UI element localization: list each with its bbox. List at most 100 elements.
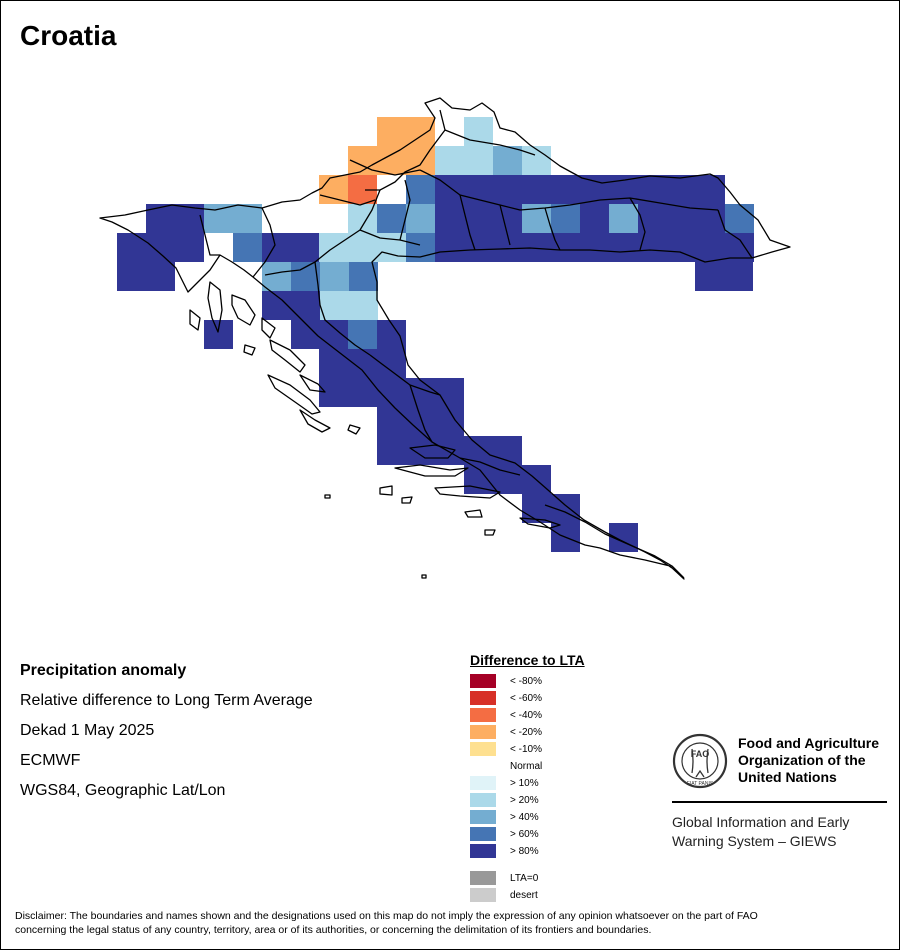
legend-swatch [470,810,496,824]
legend-label: < -40% [510,709,542,721]
giews-name: Global Information and Early Warning Sys… [672,813,849,851]
legend-item: desert [470,888,538,902]
legend-item: > 10% [470,776,539,790]
anomaly-cell [377,320,406,349]
country-borders [99,97,791,580]
county-line [444,129,536,156]
island-korcula [434,485,501,499]
island-lastovo [464,509,483,518]
legend-title: Difference to LTA [470,652,585,668]
island-brac [409,444,456,459]
county-line [717,209,753,259]
county-line [252,207,276,278]
legend-label: < -20% [510,726,542,738]
county-line [365,109,446,191]
legend-item: Normal [470,759,542,773]
giews-line: Warning System – GIEWS [672,833,837,849]
anomaly-cell [406,175,435,204]
island-small [421,574,427,579]
info-line-period: Dekad 1 May 2025 [20,722,155,739]
fao-name-line: Food and Agriculture [738,735,880,751]
anomaly-cell [117,233,204,262]
croatia-outline [99,97,791,580]
legend-label: > 40% [510,811,539,823]
map-info: Precipitation anomaly Relative differenc… [20,656,313,806]
anomaly-cell [464,465,522,494]
anomaly-cell [377,204,406,233]
legend-item: < -10% [470,742,542,756]
anomaly-cell [319,378,464,407]
anomaly-cell [493,146,522,175]
anomaly-cell [695,262,753,291]
county-line [399,179,411,241]
disclaimer-line: Disclaimer: The boundaries and names sho… [15,910,758,922]
island-mljet [519,517,561,529]
anomaly-cell [291,320,349,349]
anomaly-grid [117,117,754,552]
anomaly-cell [725,204,754,233]
legend-item: < -20% [470,725,542,739]
anomaly-cell [262,291,320,320]
county-line [499,204,511,246]
island-dugi [267,374,321,415]
anomaly-cell [377,117,435,146]
anomaly-cell [319,349,406,378]
legend-swatch [470,827,496,841]
legend-item: > 60% [470,827,539,841]
info-line-description: Relative difference to Long Term Average [20,692,313,709]
island-vis [379,485,393,496]
anomaly-cell [320,262,349,291]
legend-swatch [470,691,496,705]
legend-swatch [470,674,496,688]
county-line [199,214,220,256]
legend-item: < -60% [470,691,542,705]
anomaly-cell [435,204,522,233]
anomaly-cell [117,262,175,291]
county-line [459,194,476,251]
anomaly-cell [262,262,291,291]
anomaly-cell [204,320,233,349]
anomaly-cell [377,436,406,465]
disclaimer-line: concerning the legal status of any count… [15,924,652,936]
county-line [459,457,521,476]
legend-item: < -40% [470,708,542,722]
fao-name-line: Organization of the [738,752,866,768]
county-line [319,194,376,206]
legend-swatch [470,844,496,858]
county-line [629,197,646,251]
giews-line: Global Information and Early [672,814,850,830]
anomaly-cell [435,146,493,175]
legend-item: > 80% [470,844,539,858]
fao-name-line: United Nations [738,769,837,785]
legend-swatch [470,725,496,739]
legend-label: < -10% [510,743,542,755]
legend-item: LTA=0 [470,871,538,885]
island-rab [261,317,276,339]
legend-label: desert [510,889,538,901]
legend-swatch [470,888,496,902]
fao-divider [672,801,887,803]
anomaly-cell [435,175,725,204]
legend-swatch [470,742,496,756]
anomaly-cell [406,204,435,233]
county-line [264,189,381,276]
anomaly-cell [609,204,638,233]
legend: Difference to LTA < -80% < -60% < -40% < -2… [470,652,585,902]
info-line-projection: WGS84, Geographic Lat/Lon [20,782,226,799]
island-small [347,424,361,435]
info-heading: Precipitation anomaly [20,662,187,679]
county-line [349,159,421,176]
legend-label: > 10% [510,777,539,789]
anomaly-cell [348,320,377,349]
county-line [544,207,561,251]
county-line [314,261,371,356]
legend-swatch [470,871,496,885]
fao-name: Food and Agriculture Organization of the… [738,735,879,786]
legend-item: > 20% [470,793,539,807]
legend-label: < -60% [510,692,542,704]
anomaly-cell [406,233,435,262]
island-small [401,496,413,504]
legend-label: > 80% [510,845,539,857]
legend-label: < -80% [510,675,542,687]
island-krk [231,294,256,326]
